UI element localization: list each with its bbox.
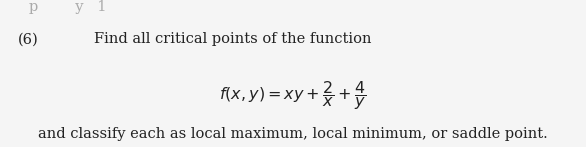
Text: $f(x, y) = xy + \dfrac{2}{x} + \dfrac{4}{y}$: $f(x, y) = xy + \dfrac{2}{x} + \dfrac{4}…: [219, 79, 367, 112]
Text: and classify each as local maximum, local minimum, or saddle point.: and classify each as local maximum, loca…: [38, 127, 548, 141]
Text: p        y   1: p y 1: [29, 0, 107, 14]
Text: Find all critical points of the function: Find all critical points of the function: [94, 32, 372, 46]
Text: (6): (6): [18, 32, 38, 46]
